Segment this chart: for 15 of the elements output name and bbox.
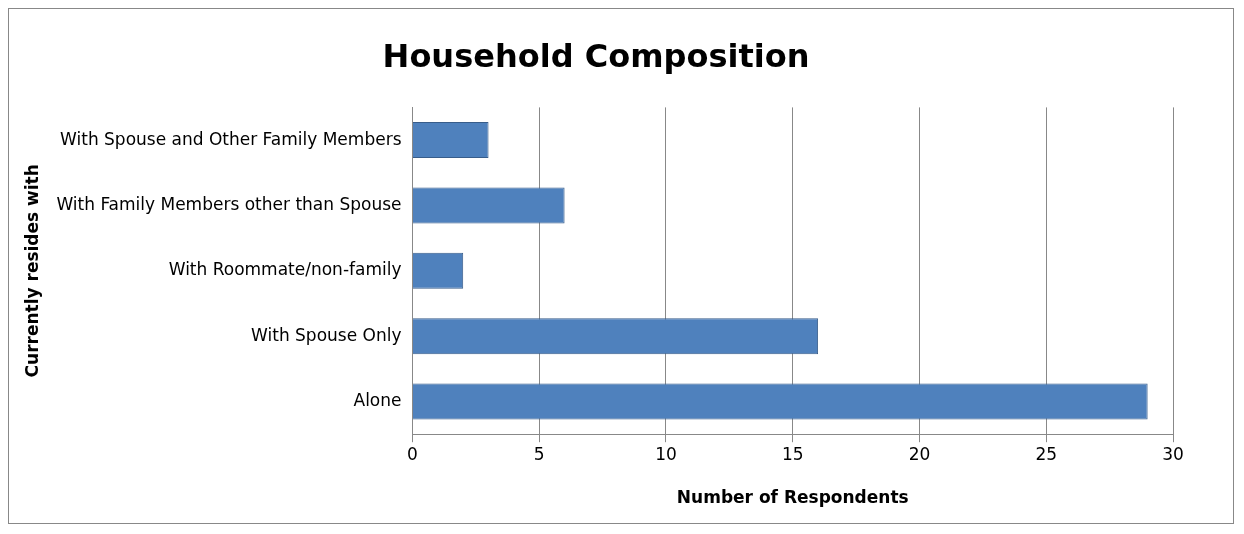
x-tick-label: 20 bbox=[908, 443, 931, 464]
y-tick-label: With Roommate/non-family bbox=[168, 259, 402, 280]
x-axis-title: Number of Respondents bbox=[676, 487, 909, 508]
x-tick-label: 30 bbox=[1162, 443, 1184, 464]
y-tick-label: With Spouse and Other Family Members bbox=[60, 128, 402, 149]
x-tick-label: 25 bbox=[1035, 443, 1058, 464]
x-tick-label: 0 bbox=[407, 443, 418, 464]
y-tick-label: With Family Members other than Spouse bbox=[56, 193, 402, 214]
y-tick-label: With Spouse Only bbox=[251, 324, 402, 345]
x-tick-label: 5 bbox=[533, 443, 545, 464]
x-tick-label: 10 bbox=[655, 443, 677, 464]
y-axis-title: Currently resides with bbox=[21, 164, 42, 378]
chart-title: Household Composition bbox=[382, 36, 810, 75]
y-tick-label: Alone bbox=[353, 389, 402, 410]
x-tick-label: 15 bbox=[781, 443, 804, 464]
